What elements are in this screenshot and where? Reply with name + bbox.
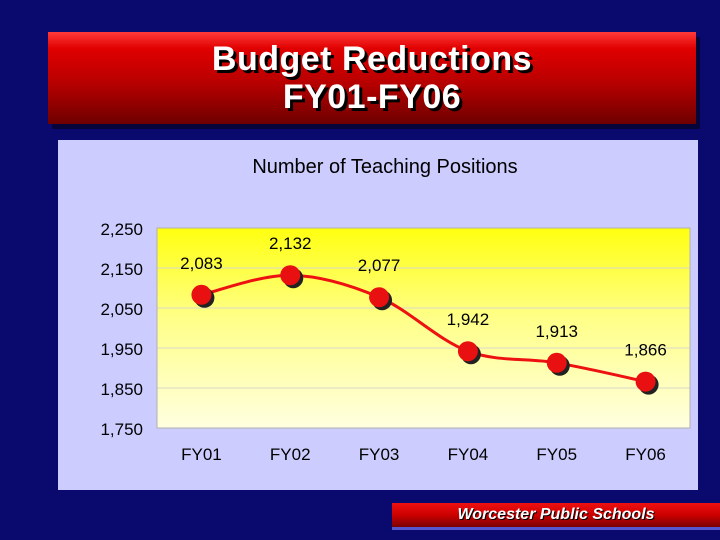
y-tick-label: 1,750 bbox=[100, 420, 143, 439]
x-tick-label: FY02 bbox=[270, 445, 311, 464]
x-tick-label: FY05 bbox=[536, 445, 577, 464]
chart-title: Number of Teaching Positions bbox=[252, 156, 517, 178]
y-tick-label: 2,150 bbox=[100, 260, 143, 279]
chart-panel: Number of Teaching Positions 1,750 1,850 1… bbox=[58, 140, 698, 490]
plot-border bbox=[156, 227, 691, 429]
x-tick-label: FY03 bbox=[359, 445, 400, 464]
slide-title-line2: FY01-FY06 bbox=[282, 78, 462, 116]
y-tick-label: 1,850 bbox=[100, 380, 143, 399]
title-banner: Budget Reductions FY01-FY06 bbox=[48, 32, 696, 124]
data-label: 2,077 bbox=[358, 256, 401, 275]
data-label: 1,913 bbox=[535, 322, 578, 341]
data-label: 1,866 bbox=[624, 341, 667, 360]
y-tick-label: 2,250 bbox=[100, 220, 143, 239]
footer-banner: Worcester Public Schools bbox=[392, 503, 720, 530]
y-tick-label: 1,950 bbox=[100, 340, 143, 359]
data-label: 1,942 bbox=[447, 310, 490, 329]
slide-title-line1: Budget Reductions bbox=[211, 40, 533, 78]
x-tick-label: FY01 bbox=[181, 445, 222, 464]
data-label: 2,132 bbox=[269, 234, 312, 253]
data-label: 2,083 bbox=[180, 254, 223, 273]
plot-area bbox=[157, 228, 690, 428]
y-tick-label: 2,050 bbox=[100, 300, 143, 319]
data-point bbox=[280, 265, 301, 286]
data-point bbox=[369, 287, 390, 308]
data-point bbox=[191, 284, 212, 305]
footer-organization: Worcester Public Schools bbox=[457, 506, 655, 523]
data-point bbox=[546, 352, 567, 373]
x-tick-label: FY04 bbox=[448, 445, 489, 464]
teaching-positions-chart: Number of Teaching Positions 1,750 1,850 1… bbox=[100, 156, 691, 464]
data-point bbox=[635, 371, 656, 392]
data-point bbox=[457, 341, 478, 362]
x-tick-label: FY06 bbox=[625, 445, 666, 464]
